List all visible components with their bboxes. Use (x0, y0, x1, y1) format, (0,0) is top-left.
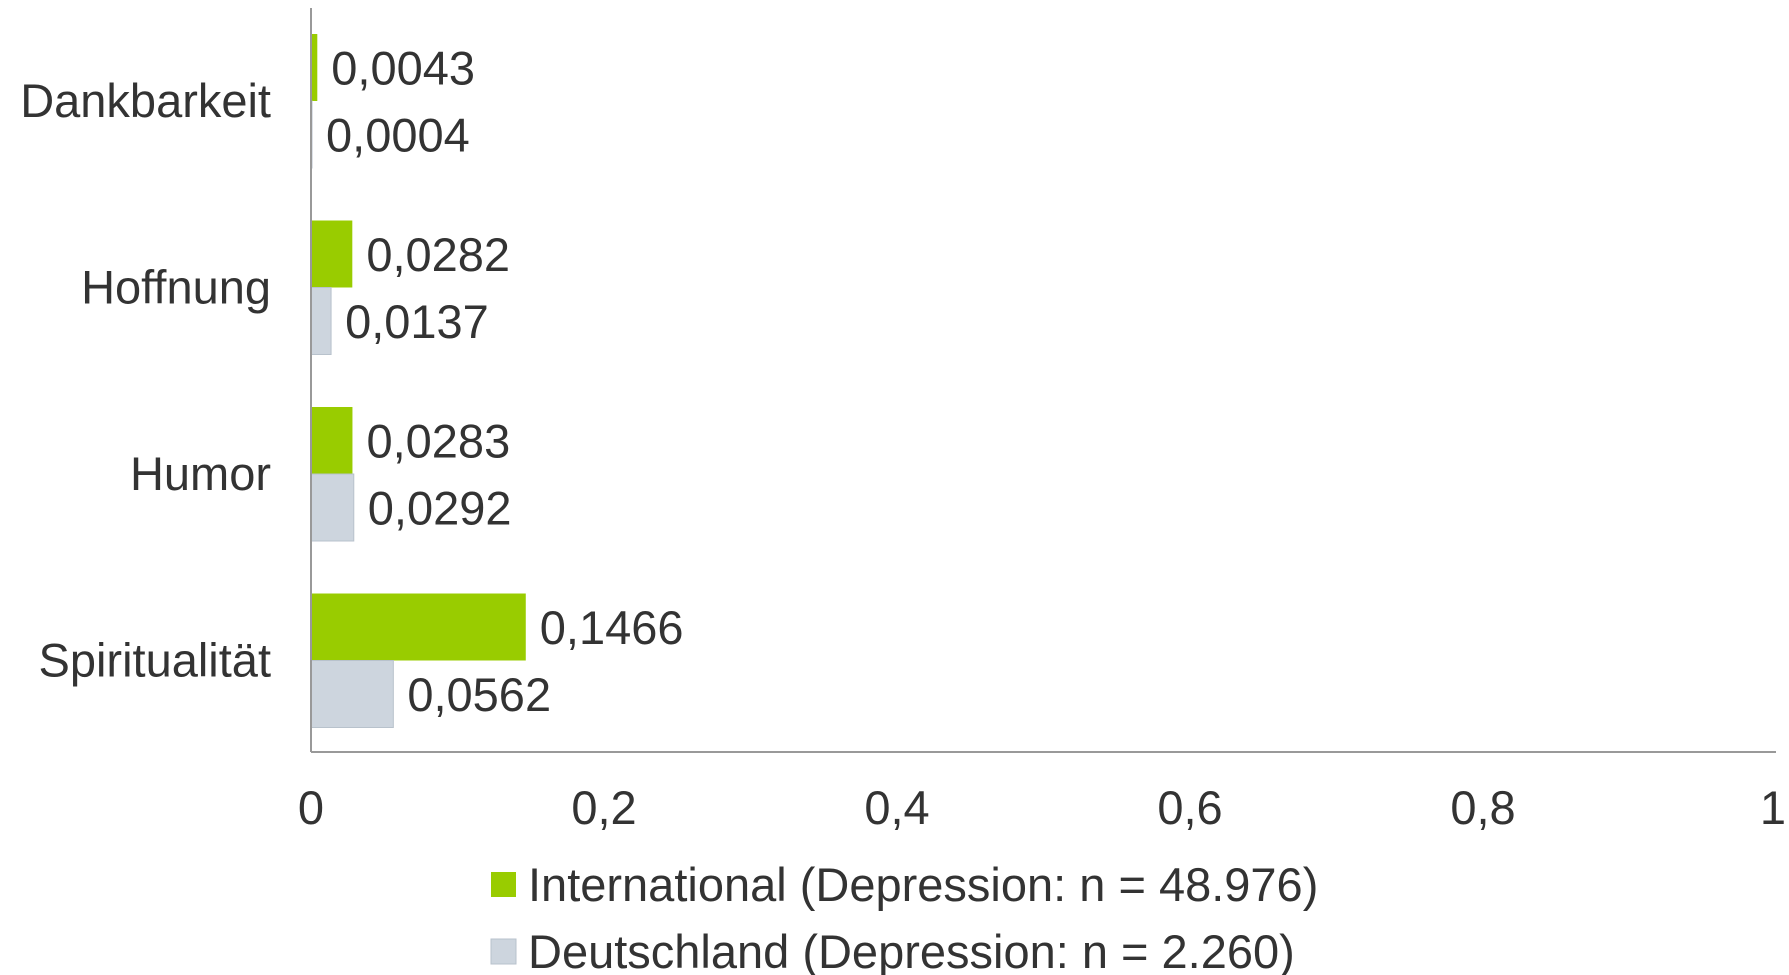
data-label: 0,0292 (368, 482, 512, 535)
category-label: Hoffnung (81, 261, 271, 314)
data-label: 0,0043 (331, 42, 475, 95)
legend-swatch-international (491, 872, 516, 897)
bar-international (311, 407, 353, 474)
data-label: 0,0137 (345, 295, 489, 348)
bar-international (311, 593, 526, 661)
data-label: 0,1466 (540, 601, 684, 654)
legend-swatch-deutschland (490, 938, 517, 965)
data-label: 0,0283 (366, 415, 510, 468)
labels-layer: Dankbarkeit 0,0043 0,0004 Hoffnung 0,0282 0,0… (20, 42, 683, 722)
bars-layer (310, 34, 526, 728)
x-tick-label: 0,8 (1450, 781, 1515, 834)
x-tick-label: 1 (1760, 781, 1786, 834)
x-tick-label: 0,4 (864, 781, 929, 834)
data-label: 0,0562 (407, 668, 551, 721)
data-label: 0,0004 (326, 109, 470, 162)
bar-deutschland (310, 473, 355, 542)
x-tick-labels: 0 0,2 0,4 0,6 0,8 1 (298, 781, 1786, 834)
legend-label: Deutschland (Depression: n = 2.260) (528, 925, 1295, 975)
category-label: Humor (130, 447, 271, 500)
x-tick-label: 0,6 (1157, 781, 1222, 834)
legend-label: International (Depression: n = 48.976) (528, 858, 1318, 911)
bar-deutschland (310, 660, 394, 728)
bar-international (311, 220, 353, 288)
category-label: Dankbarkeit (20, 74, 271, 127)
x-tick-label: 0,2 (571, 781, 636, 834)
bar-deutschland (310, 287, 332, 355)
data-label: 0,0282 (366, 228, 510, 281)
x-tick-label: 0 (298, 781, 324, 834)
bar-international (311, 34, 318, 101)
legend: International (Depression: n = 48.976) De… (490, 858, 1318, 975)
category-label: Spiritualität (39, 634, 272, 687)
